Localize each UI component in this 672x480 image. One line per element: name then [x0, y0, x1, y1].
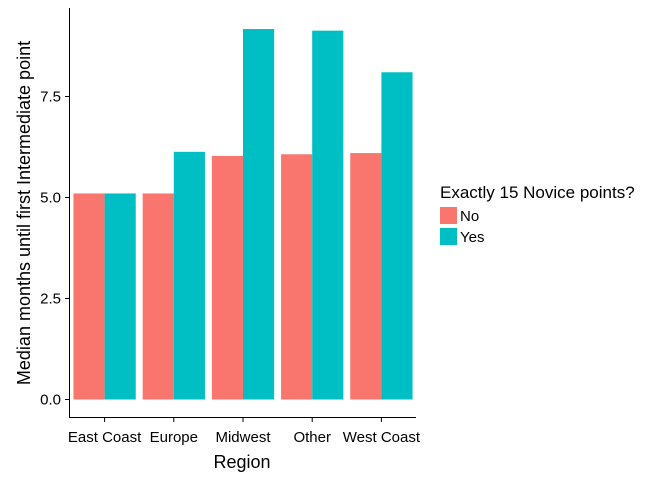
- legend-title: Exactly 15 Novice points?: [440, 183, 635, 202]
- bar-europe-no: [142, 193, 174, 400]
- x-tick-label: West Coast: [343, 429, 421, 446]
- y-tick-label: 0.0: [40, 392, 61, 409]
- x-ticks: East Coast Europe Midwest Other West Coast: [68, 418, 421, 446]
- y-axis-title: Median months until first Intermediate p…: [14, 41, 34, 385]
- legend-key-yes: [440, 228, 457, 245]
- bar-west-coast-no: [350, 153, 382, 400]
- y-tick-label: 7.5: [40, 89, 61, 106]
- bar-other-yes: [312, 30, 344, 400]
- bar-west-coast-yes: [381, 72, 413, 400]
- bar-midwest-yes: [243, 29, 275, 400]
- bar-east-coast-yes: [104, 193, 136, 400]
- legend-key-no: [440, 207, 457, 224]
- bar-europe-yes: [173, 151, 205, 400]
- y-tick-label: 5.0: [40, 190, 61, 207]
- y-ticks: 0.0 2.5 5.0 7.5: [40, 89, 69, 409]
- y-tick-label: 2.5: [40, 291, 61, 308]
- x-tick-label: Midwest: [215, 429, 271, 446]
- x-tick-label: Other: [293, 429, 331, 446]
- x-tick-label: Europe: [150, 429, 198, 446]
- legend-label-yes: Yes: [460, 229, 484, 246]
- bar-midwest-no: [211, 155, 243, 400]
- bar-east-coast-no: [73, 193, 105, 400]
- x-axis-title: Region: [213, 452, 270, 472]
- bars-layer: [73, 29, 413, 400]
- legend-label-no: No: [460, 208, 479, 225]
- x-tick-label: East Coast: [68, 429, 142, 446]
- legend: Exactly 15 Novice points? No Yes: [440, 183, 635, 246]
- bar-other-no: [281, 154, 313, 400]
